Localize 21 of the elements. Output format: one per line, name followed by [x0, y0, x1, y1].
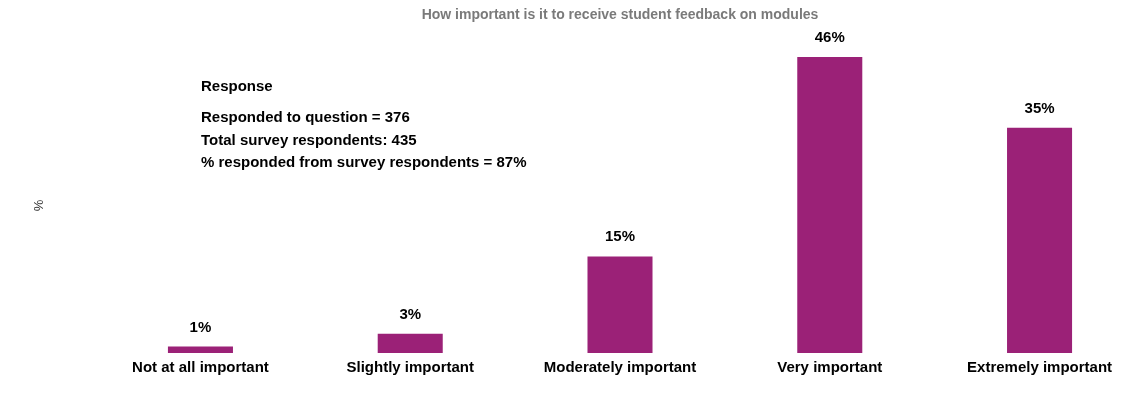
annotation: Total survey respondents: 435 [201, 130, 417, 148]
data-label: 46% [814, 28, 845, 45]
x-tick-label: Not at all important [132, 357, 269, 375]
y-axis-title: % [30, 199, 46, 212]
bar [1007, 127, 1073, 353]
data-label: 1% [189, 317, 212, 335]
x-tick-label: Moderately important [543, 357, 697, 375]
annotation: Response [201, 77, 273, 94]
bar [587, 256, 653, 353]
annotation: Responded to question = 376 [201, 108, 410, 125]
x-tick-label: Extremely important [967, 357, 1113, 375]
chart-title: How important is it to receive student feedback on modules [421, 6, 819, 22]
bar [167, 346, 233, 353]
annotation: % responded from survey respondents = 87% [201, 153, 527, 170]
data-label: 15% [604, 227, 636, 245]
x-tick-label: Very important [777, 357, 883, 375]
bar [377, 333, 443, 353]
data-label: 35% [1024, 98, 1055, 116]
x-tick-label: Slightly important [346, 357, 474, 375]
bar [797, 57, 863, 353]
data-label: 3% [399, 304, 422, 322]
